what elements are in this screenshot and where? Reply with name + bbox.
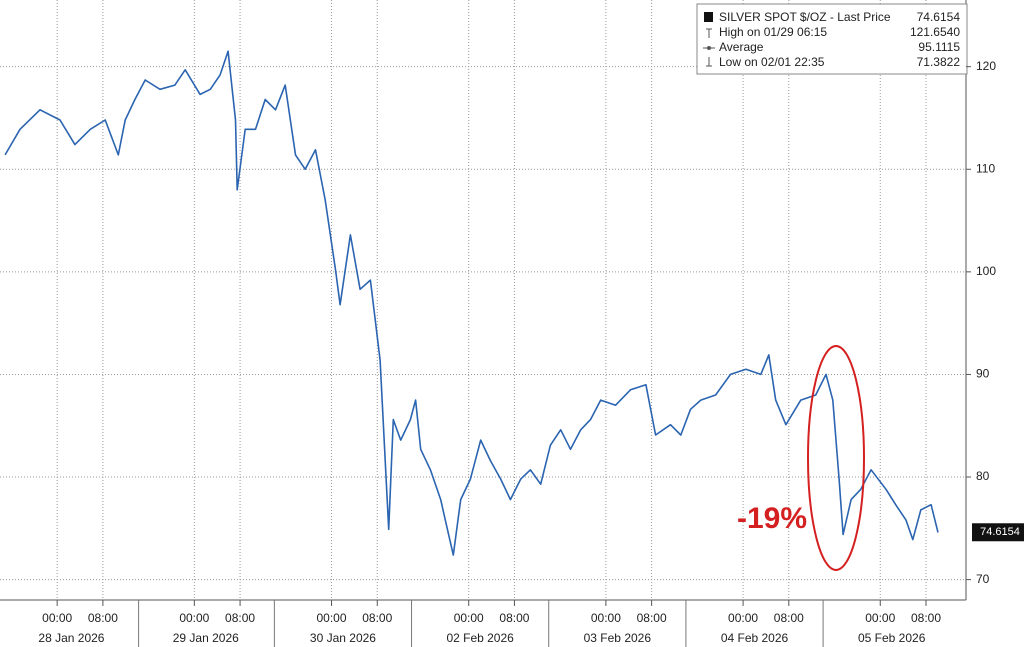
last-price-box xyxy=(972,523,1024,542)
x-tick-label: 08:00 xyxy=(225,611,255,625)
x-tick-label: 00:00 xyxy=(454,611,484,625)
x-tick-label: 08:00 xyxy=(362,611,392,625)
y-tick-label: 80 xyxy=(976,469,990,483)
x-tick-label: 00:00 xyxy=(591,611,621,625)
legend-swatch xyxy=(704,12,713,22)
x-date-label: 29 Jan 2026 xyxy=(173,631,239,645)
legend: SILVER SPOT $/OZ - Last Price 74.6154 Hi… xyxy=(696,3,968,75)
x-tick-label: 08:00 xyxy=(88,611,118,625)
legend-icon xyxy=(707,46,711,50)
legend-stat-label: Average xyxy=(719,40,764,54)
x-tick-label: 00:00 xyxy=(728,611,758,625)
legend-box xyxy=(696,3,968,75)
highlight-ellipse xyxy=(807,345,865,571)
x-date-label: 05 Feb 2026 xyxy=(858,631,926,645)
x-tick-label: 00:00 xyxy=(42,611,72,625)
x-tick-label: 00:00 xyxy=(179,611,209,625)
x-tick-label: 08:00 xyxy=(774,611,804,625)
x-tick-label: 00:00 xyxy=(317,611,347,625)
x-date-label: 03 Feb 2026 xyxy=(584,631,652,645)
x-tick-label: 08:00 xyxy=(637,611,667,625)
y-tick-label: 70 xyxy=(976,572,990,586)
y-tick-label: 100 xyxy=(976,264,996,278)
legend-label: SILVER SPOT $/OZ - Last Price xyxy=(719,10,891,24)
legend-stat-value: 71.3822 xyxy=(917,55,961,69)
legend-stat-label: Low on 02/01 22:35 xyxy=(719,55,825,69)
x-date-label: 04 Feb 2026 xyxy=(721,631,789,645)
x-date-label: 28 Jan 2026 xyxy=(38,631,104,645)
x-tick-label: 08:00 xyxy=(911,611,941,625)
price-line xyxy=(4,50,939,556)
x-tick-label: 08:00 xyxy=(499,611,529,625)
legend-value: 74.6154 xyxy=(917,10,961,24)
legend-stat-value: 121.6540 xyxy=(910,25,960,39)
x-date-label: 30 Jan 2026 xyxy=(310,631,376,645)
x-tick-label: 00:00 xyxy=(865,611,895,625)
y-tick-label: 110 xyxy=(976,161,995,175)
x-date-label: 02 Feb 2026 xyxy=(446,631,514,645)
y-tick-label: 90 xyxy=(976,367,990,381)
legend-stat-label: High on 01/29 06:15 xyxy=(719,25,827,39)
y-tick-label: 120 xyxy=(976,59,996,73)
legend-stat-value: 95.1115 xyxy=(918,40,960,54)
annotation: -19% xyxy=(737,502,807,535)
last-price-label: 74.6154 xyxy=(980,526,1020,538)
